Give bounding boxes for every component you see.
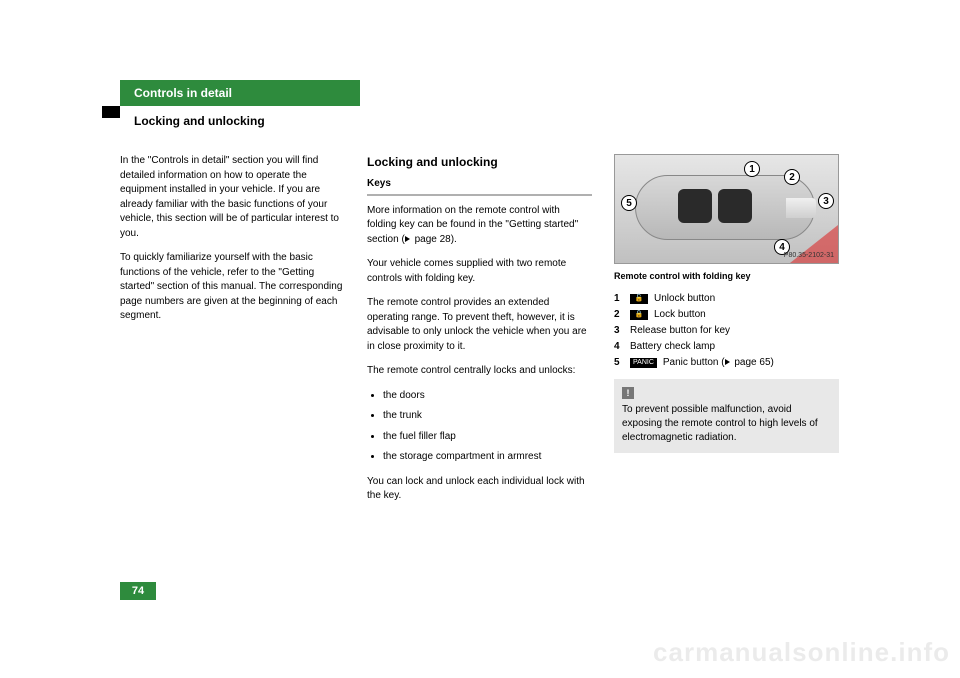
topic-heading: Locking and unlocking [367, 154, 592, 171]
keys-paragraph-2: Your vehicle comes supplied with two re­… [367, 257, 592, 286]
intro-paragraph-2: To quickly familiarize yourself with the… [120, 251, 345, 324]
page-ref-icon [725, 359, 730, 365]
list-item: the storage compartment in armrest [383, 450, 592, 465]
legend-text: Unlock button [654, 291, 715, 307]
callout-1: 1 [744, 161, 760, 177]
side-tab-marker [102, 106, 120, 118]
content-columns: In the "Controls in detail" section you … [120, 154, 840, 514]
note-text: To prevent possible malfunction, avoid e… [622, 403, 831, 445]
illustration-caption: Remote control with folding key [614, 270, 839, 283]
list-item: the trunk [383, 409, 592, 424]
key-button-2 [718, 189, 752, 223]
legend-text: Lock button [654, 307, 706, 323]
keys-paragraph-3: The remote control provides an extended … [367, 296, 592, 354]
list-item: the fuel filler flap [383, 430, 592, 445]
legend-row-3: 3 Release button for key [614, 323, 839, 339]
manual-page: Controls in detail Locking and unlocking… [120, 80, 840, 514]
remote-key-illustration: 1 2 3 4 5 P80.35-2102-31 [614, 154, 839, 264]
key-button-1 [678, 189, 712, 223]
column-1: In the "Controls in detail" section you … [120, 154, 345, 514]
chapter-tab: Controls in detail [120, 80, 360, 106]
legend-num: 4 [614, 339, 624, 355]
text: page 28). [412, 234, 457, 245]
legend-text: Battery check lamp [630, 339, 715, 355]
legend: 1 🔓 Unlock button 2 🔒 Lock button 3 Rele… [614, 291, 839, 371]
callout-3: 3 [818, 193, 834, 209]
callout-5: 5 [621, 195, 637, 211]
keys-paragraph-4: The remote control centrally locks and u… [367, 364, 592, 379]
keys-paragraph-1: More information on the remote control w… [367, 204, 592, 248]
unlock-icon: 🔓 [630, 294, 648, 304]
text: More information on the remote control w… [367, 205, 578, 245]
legend-text: Panic button ( page 65) [663, 355, 774, 371]
panic-icon: PANIC [630, 358, 657, 368]
page-ref-icon [405, 236, 410, 242]
lock-icon: 🔒 [630, 310, 648, 320]
legend-num: 3 [614, 323, 624, 339]
image-code: P80.35-2102-31 [784, 251, 834, 261]
list-item: the doors [383, 389, 592, 404]
legend-text: Release button for key [630, 323, 730, 339]
callout-2: 2 [784, 169, 800, 185]
key-release-tip [786, 198, 816, 218]
legend-num: 2 [614, 307, 624, 323]
column-2: Locking and unlocking Keys More informat… [367, 154, 592, 514]
note-info-icon: ! [622, 387, 634, 399]
legend-row-5: 5 PANIC Panic button ( page 65) [614, 355, 839, 371]
legend-row-4: 4 Battery check lamp [614, 339, 839, 355]
page-number: 74 [120, 582, 156, 600]
keys-paragraph-5: You can lock and unlock each individual … [367, 475, 592, 504]
legend-row-2: 2 🔒 Lock button [614, 307, 839, 323]
section-title: Locking and unlocking [120, 106, 840, 134]
text: page 65) [732, 357, 774, 368]
text: Panic button ( [663, 357, 725, 368]
note-box: ! To prevent possible malfunction, avoid… [614, 379, 839, 453]
divider-rule [367, 194, 592, 196]
lock-targets-list: the doors the trunk the fuel filler flap… [367, 389, 592, 465]
column-3: 1 2 3 4 5 P80.35-2102-31 Remote control … [614, 154, 839, 514]
legend-row-1: 1 🔓 Unlock button [614, 291, 839, 307]
legend-num: 5 [614, 355, 624, 371]
intro-paragraph-1: In the "Controls in detail" section you … [120, 154, 345, 241]
watermark: carmanualsonline.info [653, 637, 950, 668]
legend-num: 1 [614, 291, 624, 307]
subheading-keys: Keys [367, 177, 592, 192]
key-fob-body [635, 175, 815, 240]
